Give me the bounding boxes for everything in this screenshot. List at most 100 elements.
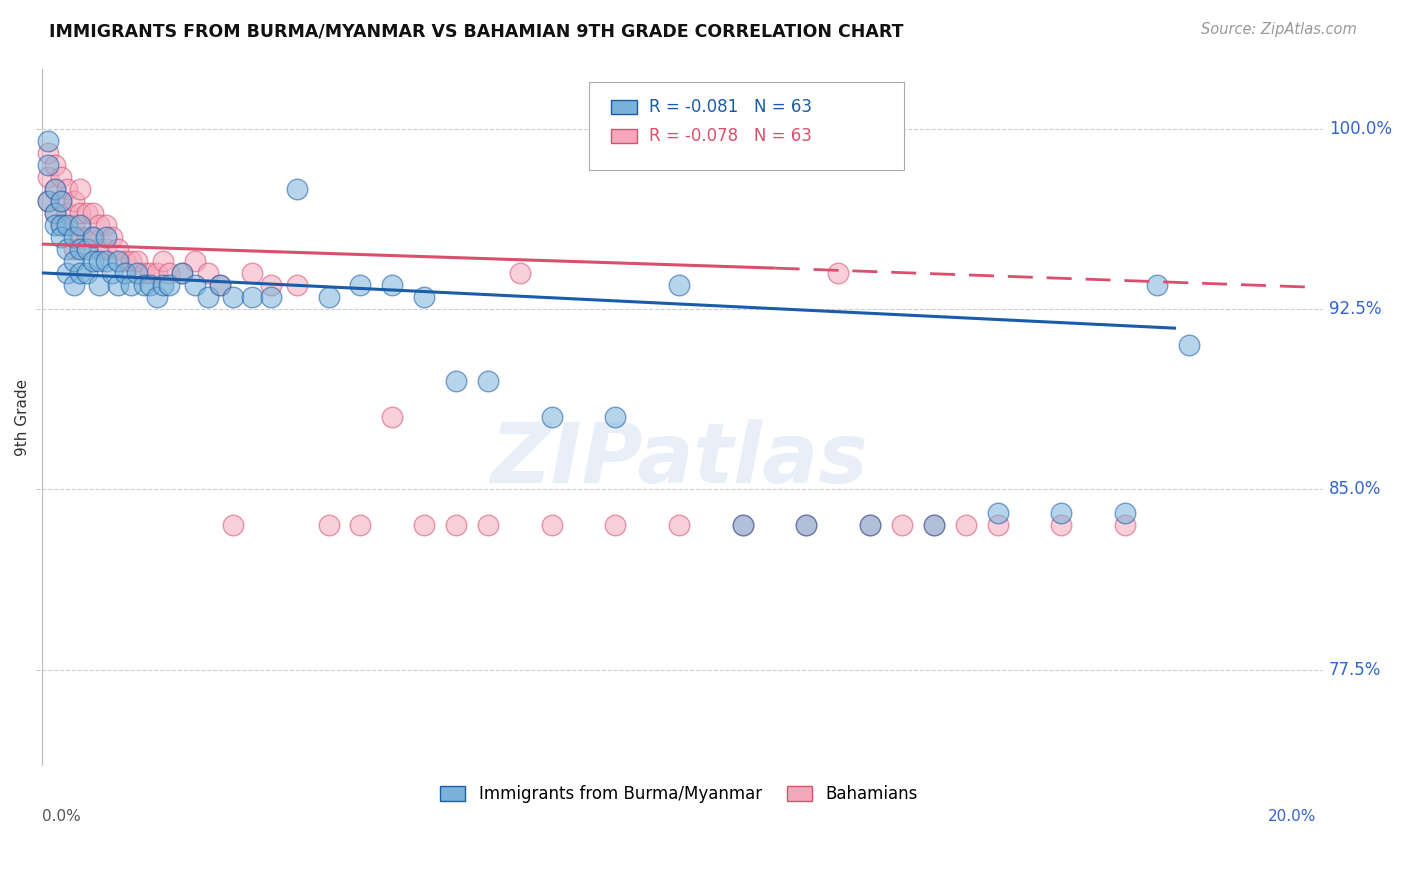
Text: 20.0%: 20.0% xyxy=(1268,809,1316,824)
Point xyxy=(62,253,84,268)
Text: 0.0%: 0.0% xyxy=(42,809,80,824)
Point xyxy=(859,518,882,533)
Y-axis label: 9th Grade: 9th Grade xyxy=(15,378,30,456)
Point xyxy=(209,277,232,292)
Point xyxy=(1114,507,1136,521)
Point xyxy=(120,277,142,292)
Point xyxy=(82,230,104,244)
Point xyxy=(209,277,232,292)
Point xyxy=(76,266,98,280)
Point xyxy=(139,277,162,292)
Point xyxy=(49,169,72,184)
Point xyxy=(1146,277,1168,292)
Text: 85.0%: 85.0% xyxy=(1329,480,1381,499)
Point xyxy=(94,218,117,232)
Point xyxy=(152,277,174,292)
Point xyxy=(152,253,174,268)
Point xyxy=(76,230,98,244)
Legend: Immigrants from Burma/Myanmar, Bahamians: Immigrants from Burma/Myanmar, Bahamians xyxy=(434,779,924,810)
Text: 92.5%: 92.5% xyxy=(1329,300,1382,318)
Point xyxy=(37,145,59,160)
Point xyxy=(172,266,194,280)
Point xyxy=(605,518,627,533)
Point xyxy=(540,518,562,533)
Point xyxy=(157,277,180,292)
Point xyxy=(49,218,72,232)
Point xyxy=(44,158,66,172)
Text: Source: ZipAtlas.com: Source: ZipAtlas.com xyxy=(1201,22,1357,37)
Point xyxy=(222,290,245,304)
Point xyxy=(37,194,59,208)
Point xyxy=(69,218,91,232)
Text: ZIPatlas: ZIPatlas xyxy=(491,418,868,500)
Text: R = -0.078   N = 63: R = -0.078 N = 63 xyxy=(650,128,813,145)
FancyBboxPatch shape xyxy=(589,82,904,169)
Point xyxy=(44,182,66,196)
Point xyxy=(285,182,308,196)
Point xyxy=(49,194,72,208)
Point xyxy=(49,218,72,232)
Point xyxy=(796,518,818,533)
Point xyxy=(89,253,111,268)
Point xyxy=(987,507,1010,521)
Point xyxy=(37,158,59,172)
Point xyxy=(89,242,111,256)
Point xyxy=(114,253,136,268)
Point xyxy=(44,206,66,220)
Point xyxy=(44,206,66,220)
Text: 77.5%: 77.5% xyxy=(1329,661,1381,679)
Point xyxy=(56,206,79,220)
Point xyxy=(44,182,66,196)
Point xyxy=(260,277,283,292)
Point xyxy=(509,266,531,280)
Point xyxy=(540,410,562,425)
Point xyxy=(184,277,207,292)
Point xyxy=(197,290,219,304)
Point xyxy=(107,253,129,268)
Point xyxy=(127,253,149,268)
Point xyxy=(987,518,1010,533)
Point xyxy=(89,277,111,292)
Point xyxy=(731,518,754,533)
Point xyxy=(240,266,263,280)
Point xyxy=(477,374,499,388)
Point xyxy=(859,518,882,533)
Point xyxy=(922,518,945,533)
Point xyxy=(1177,338,1199,352)
Point xyxy=(605,410,627,425)
Text: R = -0.081   N = 63: R = -0.081 N = 63 xyxy=(650,98,813,116)
Point xyxy=(349,277,371,292)
Point xyxy=(827,266,849,280)
Point xyxy=(62,194,84,208)
Point xyxy=(1050,518,1073,533)
Point xyxy=(69,242,91,256)
Point xyxy=(955,518,977,533)
Point xyxy=(62,230,84,244)
Point xyxy=(318,290,340,304)
Point xyxy=(668,277,690,292)
Point xyxy=(260,290,283,304)
Point xyxy=(69,206,91,220)
Point xyxy=(76,242,98,256)
Point xyxy=(37,134,59,148)
Point xyxy=(444,518,467,533)
Point xyxy=(56,218,79,232)
Point xyxy=(101,266,124,280)
Point xyxy=(285,277,308,292)
Point xyxy=(222,518,245,533)
Point xyxy=(139,266,162,280)
Point xyxy=(1050,507,1073,521)
Point xyxy=(157,266,180,280)
Point xyxy=(62,218,84,232)
Point xyxy=(49,230,72,244)
Point xyxy=(101,230,124,244)
Point xyxy=(413,518,436,533)
Point xyxy=(44,218,66,232)
Point xyxy=(922,518,945,533)
Point xyxy=(668,518,690,533)
Point xyxy=(413,290,436,304)
Point xyxy=(145,290,167,304)
Point xyxy=(62,277,84,292)
Point xyxy=(76,206,98,220)
Point xyxy=(240,290,263,304)
